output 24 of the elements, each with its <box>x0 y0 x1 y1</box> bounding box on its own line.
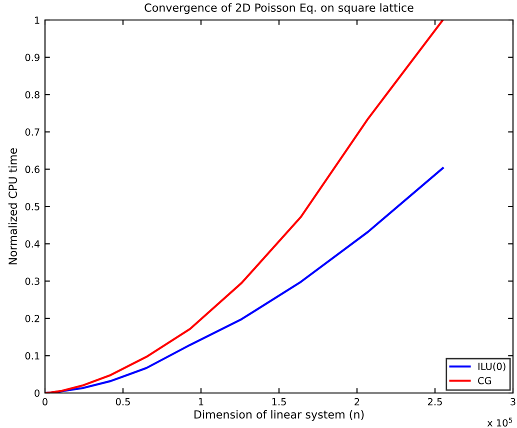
legend-label: CG <box>478 376 492 384</box>
y-tick-label: 0 <box>34 389 40 397</box>
y-tick-label: 0.7 <box>25 128 40 136</box>
y-tick-label: 0.4 <box>25 240 40 248</box>
x-tick-label: 0 <box>42 398 48 406</box>
x-tick-label: 1.5 <box>272 398 286 406</box>
x-tick-label: 2.5 <box>428 398 442 406</box>
y-axis-title: Normalized CPU time <box>8 148 17 264</box>
y-tick-label: 1 <box>35 16 40 24</box>
y-tick-label: 0.2 <box>25 314 40 322</box>
chart-title: Convergence of 2D Poisson Eq. on square lattice <box>144 3 414 14</box>
y-tick-label: 0.1 <box>25 352 40 360</box>
y-tick-label: 0.9 <box>25 54 40 62</box>
y-tick-label: 0.6 <box>25 166 40 174</box>
y-tick-label: 0.3 <box>25 278 40 285</box>
y-tick-label: 0.8 <box>25 91 40 98</box>
x-tick-label: 0.5 <box>116 398 130 406</box>
x-tick-label: 1 <box>198 398 204 406</box>
y-tick-label: 0.5 <box>25 202 40 210</box>
text: x 10$^{5}$ <box>487 418 512 427</box>
x-tick-label: 2 <box>354 398 360 406</box>
x-tick-label: 3 <box>510 398 516 406</box>
x-axis-title: Dimension of linear system (n) <box>194 410 364 421</box>
legend-label: ILU(0) <box>478 362 506 372</box>
